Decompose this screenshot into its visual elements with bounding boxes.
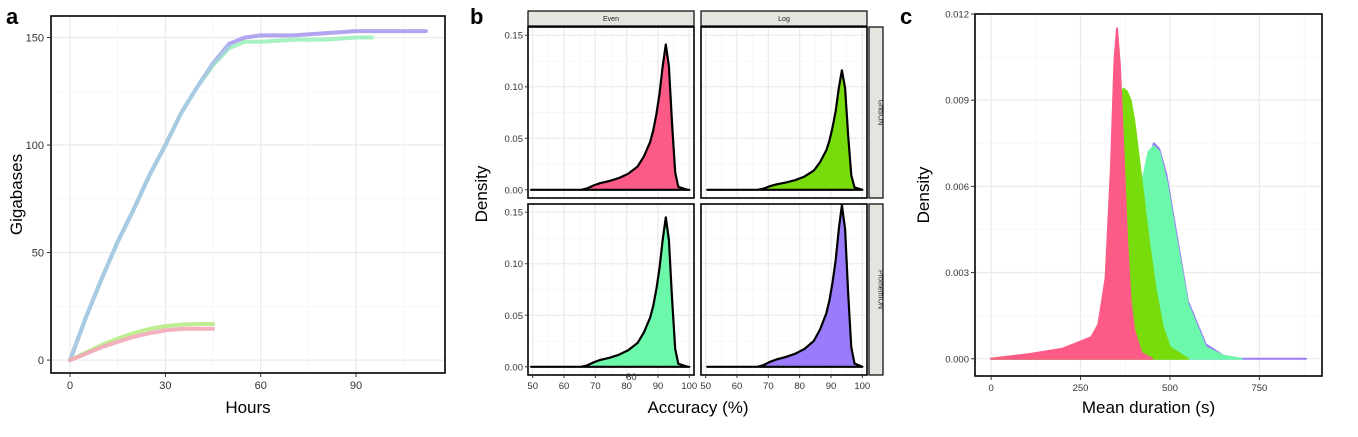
facet-frame [527,203,695,376]
facet-strip-label: Even [603,16,619,23]
panel-a-letter: a [6,4,19,29]
y-tick-label: 0.006 [945,182,969,193]
y-tick-label: 0.10 [505,259,524,270]
x-tick-label: 500 [1162,383,1178,394]
facet-frame [700,26,868,199]
x-tick-label: 30 [159,380,171,392]
y-tick-label: 0.00 [505,185,524,196]
x-axis-title: Accuracy (%) [647,398,748,417]
density-area [530,43,691,191]
x-tick-label: 90 [350,380,362,392]
duration-density-area [990,27,1154,360]
x-tick-label: 60 [255,380,267,392]
y-tick-label: 0.00 [505,362,524,373]
x-tick-label: 90 [826,381,837,392]
panel-b-letter: b [470,4,483,29]
plot-frame [974,13,1323,377]
x-tick-label: 80 [794,381,805,392]
density-area [530,216,691,368]
y-axis-title: Density [914,166,933,223]
facet-strip-label: PromethION [877,270,884,309]
facet-panel: 0.00 0.05 0.10 0.15 50 60 70 80 90 100 80 [505,203,697,392]
facet-panel: 0.00 0.05 0.10 0.15 [505,26,695,199]
x-tick-label: 750 [1251,383,1267,394]
yield-line [68,326,215,363]
x-tick-label: 90 [653,381,664,392]
facet-panel [700,26,868,199]
facet-strip-row [868,203,884,376]
yield-line [68,29,428,363]
density-area [706,203,864,368]
stray-tick-label: 80 [626,372,637,383]
panel-c: 0 250 500 750 0.000 0.003 0.006 0.009 0.012 Mean … [914,10,1323,417]
y-tick-label: 0.000 [945,354,969,365]
yield-line [68,44,231,363]
y-tick-label: 100 [26,140,44,152]
facet-strip-row [868,26,884,199]
x-axis-title: Mean duration (s) [1082,398,1215,417]
facet-panel: 50 60 70 80 90 100 [700,203,870,392]
facet-strip-column [527,10,695,27]
y-axis-title: Gigabases [7,154,26,235]
x-tick-label: 70 [763,381,774,392]
x-tick-label: 60 [559,381,570,392]
y-tick-label: 0.15 [505,31,524,42]
panel-c-letter: c [900,4,912,29]
panel-b: Even Log GridION PromethION 0.00 0.05 0.10 0.15… [472,10,884,417]
x-tick-label: 100 [681,381,697,392]
x-tick-label: 60 [732,381,743,392]
facet-strip-label: GridION [877,100,884,126]
x-tick-label: 100 [854,381,870,392]
plot-frame [50,15,446,374]
facet-strip-label: Log [778,16,790,23]
y-tick-label: 50 [32,248,44,260]
x-axis-title: Hours [225,398,270,417]
y-tick-label: 0.15 [505,208,524,219]
y-tick-label: 0.009 [945,96,969,107]
facet-frame [527,26,695,199]
density-area [706,69,864,191]
x-tick-label: 50 [527,381,538,392]
x-tick-label: 250 [1073,383,1089,394]
panel-a: 0 30 60 90 0 50 100 150 Hours Gigabases [7,15,446,417]
y-tick-label: 0.012 [945,10,969,21]
y-axis-title: Density [472,165,491,222]
x-tick-label: 70 [590,381,601,392]
x-tick-label: 50 [700,381,711,392]
y-tick-label: 150 [26,33,44,45]
y-tick-label: 0 [38,355,44,367]
x-tick-label: 0 [67,380,73,392]
y-tick-label: 0.003 [945,268,969,279]
x-tick-label: 0 [988,383,993,394]
facet-strip-column [700,10,868,27]
x-tick-label: 80 [621,381,632,392]
y-tick-label: 0.05 [505,311,524,322]
facet-frame [700,203,868,376]
y-tick-label: 0.10 [505,82,524,93]
y-tick-label: 0.05 [505,134,524,145]
